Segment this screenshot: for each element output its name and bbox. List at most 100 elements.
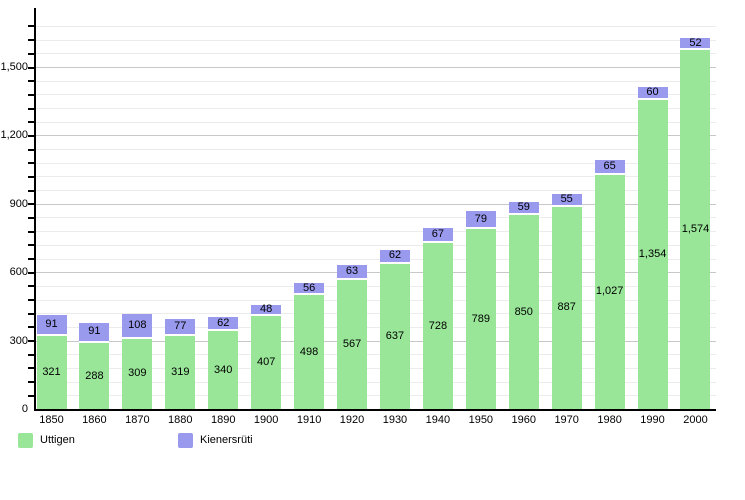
- value-label-uttigen-1950: 789: [471, 312, 490, 325]
- gridline-minor-1080: [35, 162, 716, 164]
- legend-swatch-kienersruti: [178, 433, 193, 448]
- x-axis-line: [34, 409, 716, 411]
- y-tick-780: [28, 230, 35, 233]
- legend-item-uttigen: Uttigen: [18, 433, 75, 448]
- value-label-kienersruti-1940: 67: [431, 227, 445, 240]
- value-label-uttigen-1890: 340: [214, 363, 233, 376]
- bar-uttigen-1920: 567: [337, 279, 368, 409]
- gridline-minor-120: [35, 381, 716, 383]
- value-label-uttigen-1850: 321: [42, 365, 61, 378]
- bar-kienersruti-1850: 91: [36, 315, 67, 336]
- gridline-minor-1680: [35, 25, 716, 27]
- gridline-minor-1260: [35, 121, 716, 123]
- y-tick-60: [28, 394, 35, 397]
- gridline-minor-60: [35, 395, 716, 397]
- y-tick-540: [28, 285, 35, 288]
- bar-kienersruti-1980: 65: [594, 159, 625, 175]
- value-label-kienersruti-1920: 63: [345, 265, 359, 278]
- gridline-minor-1320: [35, 108, 716, 110]
- bar-uttigen-1880: 319: [165, 336, 196, 409]
- y-tick-360: [28, 326, 35, 329]
- bar-uttigen-1860: 288: [79, 343, 110, 409]
- gridline-minor-1620: [35, 39, 716, 41]
- gridline-minor-1440: [35, 80, 716, 82]
- value-label-uttigen-1910: 498: [299, 345, 319, 358]
- bar-kienersruti-1860: 91: [79, 322, 110, 344]
- gridline-minor-420: [35, 313, 716, 315]
- y-tick-180: [28, 367, 35, 370]
- y-axis-label-1500: 1,500: [0, 61, 28, 73]
- bar-uttigen-1930: 637: [379, 263, 410, 409]
- bar-kienersruti-2000: 52: [680, 36, 711, 51]
- value-label-kienersruti-1910: 56: [302, 281, 316, 294]
- x-axis-label-1970: 1970: [554, 414, 579, 426]
- y-tick-1260: [28, 121, 35, 124]
- value-label-uttigen-1870: 309: [128, 367, 147, 380]
- y-tick-720: [28, 244, 35, 247]
- value-label-kienersruti-1930: 62: [388, 249, 402, 262]
- value-label-kienersruti-1900: 48: [260, 303, 273, 316]
- y-tick-1500: [28, 66, 35, 69]
- bar-kienersruti-1890: 62: [208, 316, 239, 332]
- bar-uttigen-1850: 321: [36, 335, 67, 409]
- bar-kienersruti-1870: 108: [122, 313, 153, 339]
- y-tick-960: [28, 189, 35, 192]
- gridline-minor-1560: [35, 53, 716, 55]
- gridline-minor-540: [35, 285, 716, 287]
- y-tick-1380: [28, 93, 35, 96]
- x-axis-label-1900: 1900: [253, 414, 279, 426]
- value-label-kienersruti-1960: 59: [517, 200, 530, 213]
- value-label-uttigen-1860: 288: [85, 369, 104, 382]
- y-tick-840: [28, 216, 35, 219]
- x-axis-label-1870: 1870: [125, 414, 150, 426]
- value-label-uttigen-1990: 1,354: [638, 248, 667, 261]
- gridline-minor-840: [35, 217, 716, 219]
- bar-uttigen-1960: 850: [508, 215, 539, 409]
- y-tick-660: [28, 258, 35, 261]
- x-axis-label-1920: 1920: [339, 414, 365, 426]
- value-label-uttigen-1940: 728: [428, 319, 448, 332]
- y-tick-1020: [28, 175, 35, 178]
- y-tick-1320: [28, 107, 35, 110]
- gridline-minor-480: [35, 299, 716, 301]
- value-label-kienersruti-1970: 55: [560, 192, 573, 205]
- bar-kienersruti-1910: 56: [294, 281, 325, 296]
- x-axis-label-1990: 1990: [640, 414, 665, 426]
- y-axis-label-900: 900: [9, 197, 28, 210]
- x-axis-label-1940: 1940: [425, 414, 451, 426]
- value-label-kienersruti-1890: 62: [217, 316, 230, 329]
- bar-kienersruti-1990: 60: [637, 85, 668, 101]
- gridline-major-900: [35, 203, 716, 205]
- x-axis-label-1850: 1850: [39, 414, 64, 426]
- gridline-minor-1140: [35, 149, 716, 151]
- bar-kienersruti-1970: 55: [551, 192, 582, 207]
- value-label-uttigen-1920: 567: [342, 337, 362, 350]
- gridline-minor-720: [35, 244, 716, 246]
- value-label-kienersruti-2000: 52: [689, 36, 702, 49]
- x-axis-label-1910: 1910: [296, 414, 322, 426]
- y-tick-300: [28, 340, 35, 343]
- gridline-minor-360: [35, 326, 716, 328]
- y-tick-600: [28, 271, 35, 274]
- value-label-uttigen-1970: 887: [557, 301, 576, 314]
- y-tick-900: [28, 203, 35, 206]
- bar-kienersruti-1930: 62: [379, 249, 410, 264]
- bar-uttigen-2000: 1,574: [680, 50, 711, 409]
- x-axis-label-1860: 1860: [82, 414, 107, 426]
- y-tick-1620: [28, 39, 35, 42]
- y-axis-label-300: 300: [9, 334, 28, 347]
- x-axis-label-1880: 1880: [168, 414, 193, 426]
- value-label-kienersruti-1990: 60: [646, 85, 659, 98]
- bar-kienersruti-1880: 77: [165, 318, 196, 337]
- legend-item-kienersruti: Kienersrüti: [178, 433, 253, 448]
- bar-uttigen-1990: 1,354: [637, 100, 668, 409]
- value-label-uttigen-1980: 1,027: [595, 285, 624, 298]
- gridline-major-1500: [35, 67, 716, 68]
- bar-kienersruti-1950: 79: [465, 211, 496, 230]
- value-label-uttigen-1960: 850: [514, 305, 533, 318]
- gridline-major-1200: [35, 135, 716, 137]
- y-tick-1440: [28, 80, 35, 83]
- legend-swatch-uttigen: [18, 433, 33, 448]
- value-label-kienersruti-1980: 65: [603, 159, 616, 172]
